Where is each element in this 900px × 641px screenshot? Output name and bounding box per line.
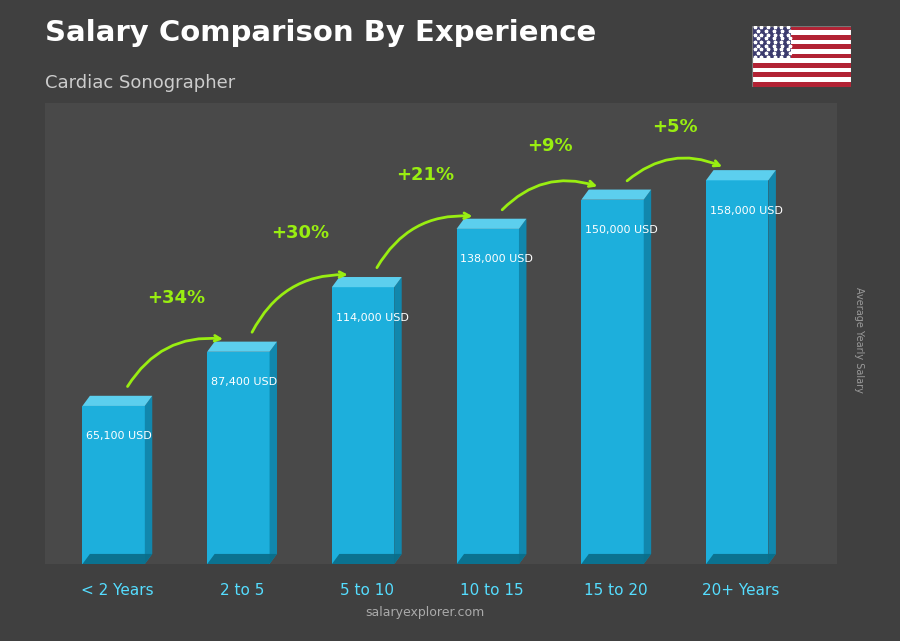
Polygon shape bbox=[83, 554, 152, 564]
Polygon shape bbox=[769, 170, 776, 564]
Bar bbox=[752, 58, 850, 63]
Bar bbox=[752, 40, 850, 44]
Bar bbox=[752, 72, 850, 77]
Polygon shape bbox=[581, 190, 652, 200]
Text: 10 to 15: 10 to 15 bbox=[460, 583, 523, 597]
Polygon shape bbox=[456, 229, 519, 564]
Text: +5%: +5% bbox=[652, 117, 698, 135]
Polygon shape bbox=[706, 554, 776, 564]
Text: +30%: +30% bbox=[272, 224, 329, 242]
Bar bbox=[752, 44, 850, 49]
Bar bbox=[752, 54, 850, 58]
Text: salaryexplorer.com: salaryexplorer.com bbox=[365, 606, 485, 619]
Polygon shape bbox=[519, 219, 526, 564]
Polygon shape bbox=[83, 406, 145, 564]
Bar bbox=[752, 68, 850, 72]
Text: Cardiac Sonographer: Cardiac Sonographer bbox=[45, 74, 235, 92]
Text: 5 to 10: 5 to 10 bbox=[340, 583, 394, 597]
Polygon shape bbox=[706, 180, 769, 564]
Polygon shape bbox=[332, 277, 401, 287]
Text: Average Yearly Salary: Average Yearly Salary bbox=[854, 287, 865, 393]
Polygon shape bbox=[145, 395, 152, 564]
Polygon shape bbox=[269, 342, 277, 564]
Bar bbox=[752, 30, 850, 35]
Bar bbox=[752, 82, 850, 87]
Polygon shape bbox=[207, 352, 269, 564]
Polygon shape bbox=[581, 200, 643, 564]
Text: +9%: +9% bbox=[527, 137, 573, 155]
Text: +21%: +21% bbox=[396, 166, 454, 184]
Polygon shape bbox=[706, 170, 776, 180]
Polygon shape bbox=[456, 554, 526, 564]
Text: Salary Comparison By Experience: Salary Comparison By Experience bbox=[45, 19, 596, 47]
Text: 20+ Years: 20+ Years bbox=[702, 583, 779, 597]
Polygon shape bbox=[456, 219, 526, 229]
Bar bbox=[752, 26, 850, 30]
Text: +34%: +34% bbox=[147, 289, 205, 307]
Polygon shape bbox=[581, 554, 652, 564]
Polygon shape bbox=[332, 554, 401, 564]
Text: 114,000 USD: 114,000 USD bbox=[336, 313, 409, 322]
FancyBboxPatch shape bbox=[45, 103, 837, 564]
Text: 15 to 20: 15 to 20 bbox=[584, 583, 648, 597]
Polygon shape bbox=[207, 554, 277, 564]
Polygon shape bbox=[83, 395, 152, 406]
Bar bbox=[752, 49, 850, 54]
Text: 158,000 USD: 158,000 USD bbox=[710, 206, 783, 215]
Bar bbox=[752, 35, 850, 40]
Bar bbox=[752, 77, 850, 82]
Text: < 2 Years: < 2 Years bbox=[81, 583, 154, 597]
Text: 65,100 USD: 65,100 USD bbox=[86, 431, 152, 442]
Polygon shape bbox=[207, 342, 277, 352]
Bar bbox=[752, 26, 791, 58]
Text: 138,000 USD: 138,000 USD bbox=[460, 254, 533, 264]
Text: 2 to 5: 2 to 5 bbox=[220, 583, 265, 597]
Polygon shape bbox=[332, 287, 394, 564]
Bar bbox=[752, 63, 850, 68]
Polygon shape bbox=[394, 277, 401, 564]
Text: 150,000 USD: 150,000 USD bbox=[585, 225, 658, 235]
Polygon shape bbox=[644, 190, 652, 564]
Text: 87,400 USD: 87,400 USD bbox=[211, 377, 277, 387]
